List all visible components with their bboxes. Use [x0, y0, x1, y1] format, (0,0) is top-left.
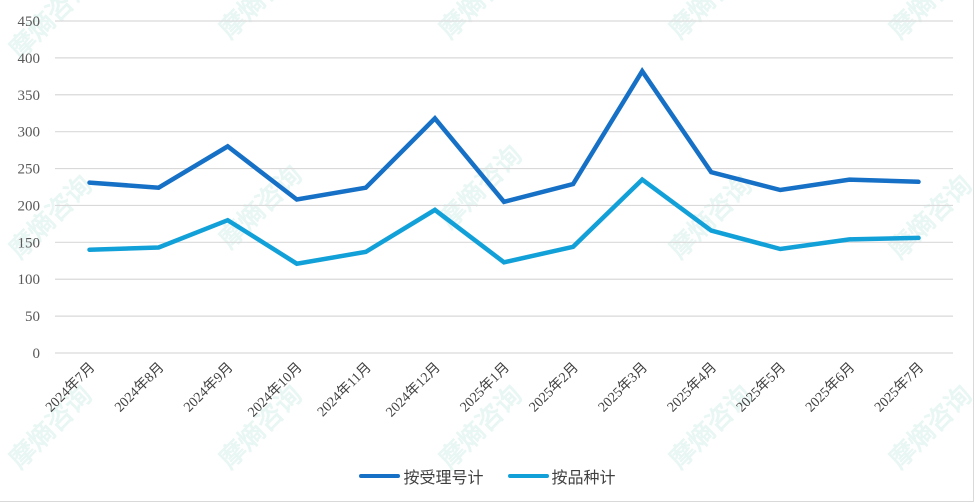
y-tick-label: 150	[18, 235, 41, 251]
series-lines	[87, 67, 921, 267]
gridlines	[55, 20, 953, 354]
y-tick-label: 0	[33, 346, 41, 362]
x-tick-label: 2024年8月	[112, 360, 168, 416]
y-tick-label: 250	[18, 162, 41, 178]
x-tick-label: 2025年3月	[595, 360, 651, 416]
watermark-text: 摩熵咨询	[663, 169, 758, 264]
y-tick-label: 400	[18, 51, 41, 67]
watermark-text: 摩熵咨询	[213, 0, 308, 45]
watermark-text: 摩熵咨询	[883, 169, 975, 264]
x-tick-label: 2024年12月	[383, 360, 444, 421]
legend-item-by-variety[interactable]: 按品种计	[507, 464, 616, 488]
y-tick-label: 200	[18, 198, 41, 214]
y-axis-ticks: 0 50 100 150 200 250 300 350 400 450	[18, 14, 41, 362]
series-line-by-acceptance[interactable]	[87, 67, 921, 205]
watermark-text: 摩熵咨询	[883, 0, 975, 45]
y-tick-label: 100	[18, 272, 41, 288]
y-tick-label: 450	[18, 14, 41, 30]
legend-item-by-acceptance[interactable]: 按受理号计	[359, 464, 484, 488]
legend-swatch-icon	[359, 474, 401, 478]
watermark-text: 摩熵咨询	[663, 0, 758, 45]
watermark-text: 摩熵咨询	[433, 0, 528, 45]
watermark-text: 摩熵咨询	[3, 379, 98, 474]
x-tick-label: 2024年11月	[314, 360, 374, 420]
x-tick-label: 2025年7月	[871, 360, 927, 416]
series-line-by-variety[interactable]	[87, 176, 921, 267]
legend-swatch-icon	[507, 474, 549, 478]
y-tick-label: 350	[18, 88, 41, 104]
y-tick-label: 300	[18, 125, 41, 141]
legend-label: 按品种计	[551, 470, 616, 487]
legend-label: 按受理号计	[403, 470, 484, 487]
y-tick-label: 50	[25, 309, 40, 325]
x-tick-label: 2025年2月	[526, 360, 582, 416]
legend: 按受理号计 按品种计	[0, 464, 975, 488]
x-tick-label: 2024年9月	[181, 360, 237, 416]
x-tick-label: 2025年6月	[802, 360, 858, 416]
